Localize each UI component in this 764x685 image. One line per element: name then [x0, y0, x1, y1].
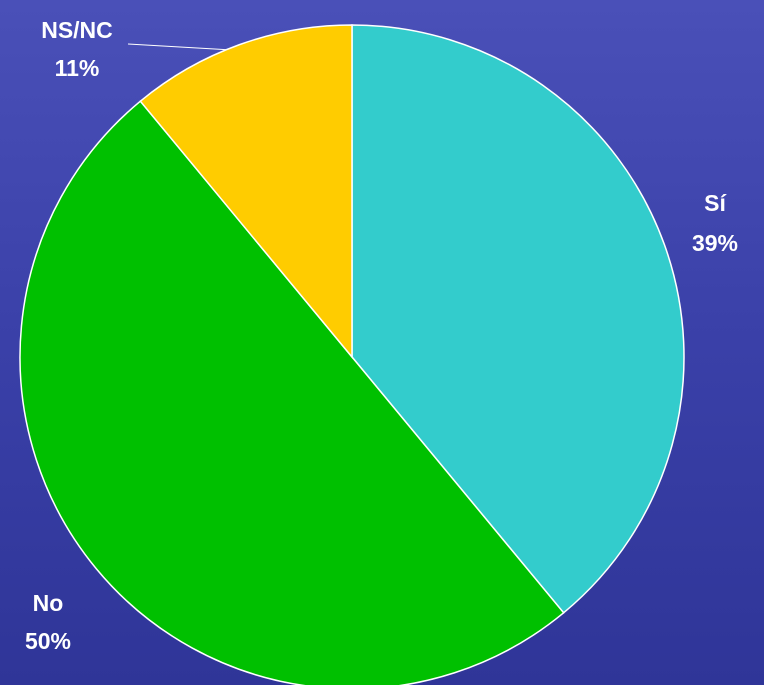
pie-slice: [351, 24, 685, 614]
slice-label: No: [33, 590, 64, 616]
leader-line: [127, 43, 233, 51]
slice-label: NS/NC: [41, 17, 113, 43]
slice-value-label: 11%: [55, 55, 100, 81]
slice-value-label: 39%: [692, 230, 738, 256]
slice-label: Sí: [704, 190, 727, 216]
pie-slice: [19, 100, 565, 685]
slice-value-label: 50%: [25, 628, 71, 654]
pie-slice: [139, 24, 353, 360]
